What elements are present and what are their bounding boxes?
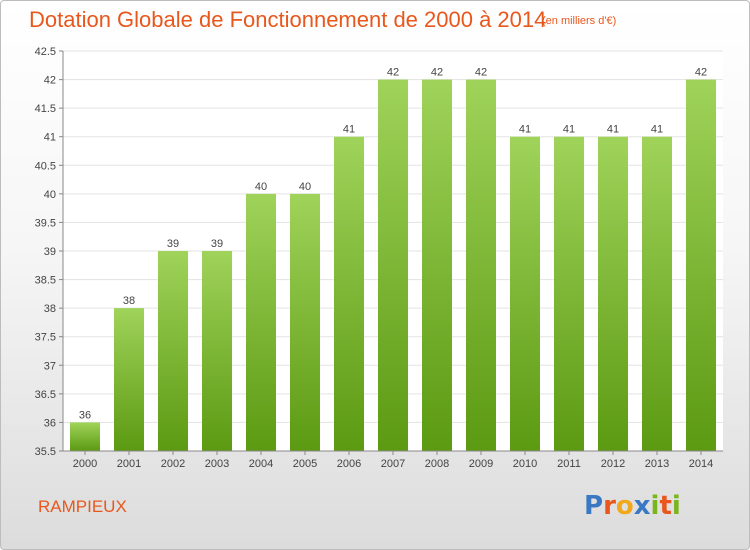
bar-2013 xyxy=(642,136,672,451)
chart-subtitle: (en milliers d'€) xyxy=(542,15,617,27)
x-tick-label: 2010 xyxy=(513,458,537,470)
y-tick-label: 39.5 xyxy=(35,217,56,229)
logo-letter: P xyxy=(584,491,604,521)
bar-2009 xyxy=(466,79,496,452)
y-tick-label: 42.5 xyxy=(35,46,56,58)
x-tick-label: 2001 xyxy=(117,458,141,470)
data-label: 42 xyxy=(475,67,487,79)
y-tick-label: 38 xyxy=(44,303,56,315)
chart-title: Dotation Globale de Fonctionnement de 20… xyxy=(29,7,547,32)
bars xyxy=(70,79,716,452)
bar-2005 xyxy=(290,193,320,451)
logo-letter: r xyxy=(603,491,616,521)
x-tick-label: 2003 xyxy=(205,458,229,470)
data-label: 41 xyxy=(607,124,619,136)
data-label: 40 xyxy=(299,181,311,193)
x-tick-label: 2007 xyxy=(381,458,405,470)
y-tick-label: 40 xyxy=(44,189,56,201)
x-tick-label: 2009 xyxy=(469,458,493,470)
y-tick-label: 36 xyxy=(44,417,56,429)
bar-2011 xyxy=(554,136,584,451)
y-tick-label: 39 xyxy=(44,246,56,258)
data-label: 39 xyxy=(211,238,223,250)
data-label: 42 xyxy=(387,67,399,79)
x-tick-label: 2014 xyxy=(689,458,713,470)
proxiti-logo: Proxiti xyxy=(584,491,681,521)
bar-2003 xyxy=(202,251,232,451)
bar-2012 xyxy=(598,136,628,451)
x-tick-label: 2002 xyxy=(161,458,185,470)
y-tick-label: 42 xyxy=(44,75,56,87)
bar-2006 xyxy=(334,136,364,451)
data-label: 39 xyxy=(167,238,179,250)
y-tick-label: 41.5 xyxy=(35,103,56,115)
x-tick-label: 2006 xyxy=(337,458,361,470)
x-tick-label: 2008 xyxy=(425,458,449,470)
data-label: 42 xyxy=(431,67,443,79)
bar-2000 xyxy=(70,422,100,451)
data-label: 41 xyxy=(563,124,575,136)
x-tick-label: 2011 xyxy=(557,458,581,470)
x-tick-label: 2000 xyxy=(73,458,97,470)
logo-letter: t xyxy=(659,491,672,521)
bar-2008 xyxy=(422,79,452,452)
x-tick-label: 2004 xyxy=(249,458,273,470)
y-tick-label: 37.5 xyxy=(35,332,56,344)
x-tick-label: 2013 xyxy=(645,458,669,470)
axes: 35.5 36 36.5 37 37.5 38 38.5 39 39.5 40 40.5 41 41.5… xyxy=(35,46,723,470)
logo-letter: o xyxy=(615,491,634,521)
bar-2014 xyxy=(686,79,716,452)
y-tick-label: 40.5 xyxy=(35,160,56,172)
y-tick-label: 37 xyxy=(44,360,56,372)
data-label: 42 xyxy=(695,67,707,79)
data-label: 38 xyxy=(123,295,135,307)
bar-2001 xyxy=(114,308,144,451)
logo-letter: i xyxy=(671,491,681,521)
x-tick-label: 2012 xyxy=(601,458,625,470)
bar-2002 xyxy=(158,251,188,451)
logo-letter: i xyxy=(650,491,660,521)
data-label: 41 xyxy=(343,124,355,136)
y-tick-label: 36.5 xyxy=(35,389,56,401)
data-label: 40 xyxy=(255,181,267,193)
y-tick-label: 38.5 xyxy=(35,275,56,287)
x-tick-label: 2005 xyxy=(293,458,317,470)
data-label: 41 xyxy=(519,124,531,136)
bar-2010 xyxy=(510,136,540,451)
data-label: 36 xyxy=(79,409,91,421)
logo-letter: x xyxy=(633,491,651,521)
data-label: 41 xyxy=(651,124,663,136)
bar-2007 xyxy=(378,79,408,452)
y-tick-label: 41 xyxy=(44,132,56,144)
bar-2004 xyxy=(246,193,276,451)
y-tick-label: 35.5 xyxy=(35,446,56,458)
commune-name: RAMPIEUX xyxy=(38,497,127,516)
data-labels: 36 38 39 39 40 40 41 42 42 42 41 41 41 41 42 xyxy=(79,67,707,422)
